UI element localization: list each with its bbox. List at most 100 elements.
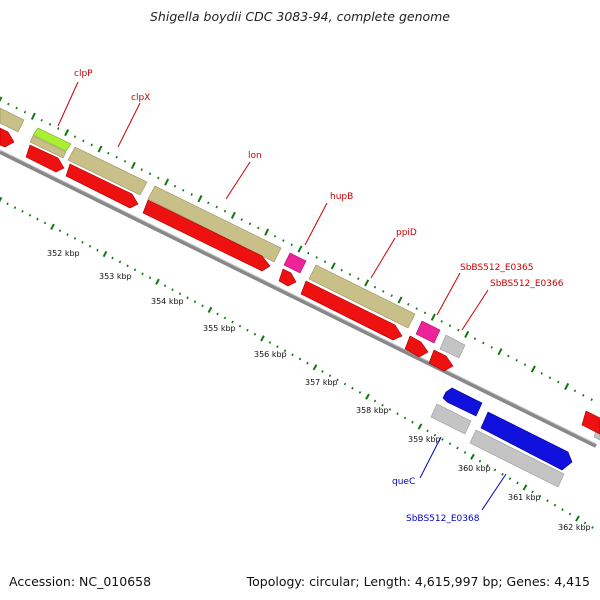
gene-feature[interactable] <box>469 429 565 488</box>
gene-label-hupB[interactable]: hupB <box>330 192 353 202</box>
minor-tick <box>96 248 99 252</box>
gene-feature-clpX[interactable] <box>67 146 148 196</box>
scale-label: 358 kbp <box>356 406 389 415</box>
minor-tick <box>441 438 444 441</box>
gene-arrow[interactable] <box>0 127 15 148</box>
gene-feature-e0365[interactable] <box>415 320 441 344</box>
genome-backbone <box>0 150 597 448</box>
major-tick <box>297 245 303 253</box>
gene-arrow[interactable] <box>300 280 403 341</box>
minor-tick <box>426 429 429 433</box>
major-tick <box>364 279 370 287</box>
minor-tick <box>126 264 129 268</box>
gene-feature[interactable] <box>0 107 25 133</box>
major-tick <box>497 348 503 356</box>
major-tick <box>430 313 436 321</box>
gene-feature-lon[interactable] <box>147 185 282 263</box>
gene-label-e0368[interactable]: SbBS512_E0368 <box>406 514 480 524</box>
minor-tick <box>538 494 542 498</box>
minor-tick <box>516 481 519 485</box>
minor-tick <box>411 420 414 424</box>
major-tick <box>164 178 170 186</box>
minor-tick <box>40 118 43 122</box>
minor-tick <box>358 391 362 394</box>
major-tick <box>64 129 70 137</box>
gene-feature-e0366[interactable] <box>439 334 466 359</box>
gene-feature-e0368[interactable] <box>480 411 573 471</box>
gene-feature-ppiD[interactable] <box>308 264 416 329</box>
gene-label-clpP[interactable]: clpP <box>74 69 93 79</box>
major-tick <box>155 278 160 285</box>
minor-tick <box>111 256 114 260</box>
minor-tick <box>171 288 174 292</box>
minor-tick <box>81 241 84 244</box>
scale-label: 352 kbp <box>47 249 80 258</box>
major-tick <box>264 228 270 236</box>
gene-label-e0365[interactable]: SbBS512_E0365 <box>460 263 533 273</box>
minor-tick <box>390 294 393 298</box>
minor-tick <box>107 151 110 155</box>
scale-label: 353 kbp <box>99 272 132 281</box>
genome-summary: Topology: circular; Length: 4,615,997 bp… <box>246 574 590 589</box>
inner-tick-ring <box>0 196 594 529</box>
minor-tick <box>343 382 347 386</box>
gene-arrow[interactable] <box>581 410 600 435</box>
gene-arrow[interactable] <box>65 163 139 209</box>
major-tick <box>417 423 423 430</box>
minor-tick <box>307 251 310 255</box>
gene-feature-hupB[interactable] <box>283 252 307 274</box>
minor-tick <box>28 213 32 217</box>
gene-arrow[interactable] <box>142 199 271 272</box>
minor-tick <box>591 526 594 529</box>
scale-label: 356 kbp <box>254 350 287 359</box>
gene-feature[interactable] <box>29 135 67 159</box>
minor-tick <box>282 239 285 242</box>
minor-tick <box>306 361 309 365</box>
gene-label-ppiD[interactable]: ppiD <box>396 228 417 238</box>
minor-tick <box>148 276 152 280</box>
major-tick <box>130 161 136 170</box>
gene-arrow[interactable] <box>404 335 429 358</box>
minor-tick <box>403 416 407 420</box>
gene-label-queC[interactable]: queC <box>392 477 415 487</box>
gene-arrow[interactable] <box>428 349 454 372</box>
map-title: Shigella boydii CDC 3083-94, complete ge… <box>149 9 451 24</box>
minor-tick <box>323 260 327 264</box>
minor-tick <box>573 389 577 393</box>
minor-tick <box>36 217 39 221</box>
major-tick <box>97 145 103 153</box>
major-tick <box>397 296 403 304</box>
minor-tick <box>557 380 560 384</box>
major-tick <box>575 515 580 522</box>
gene-label-clpX[interactable]: clpX <box>131 93 150 103</box>
minor-tick <box>13 206 17 209</box>
minor-tick <box>373 285 377 289</box>
gene-feature[interactable] <box>430 403 472 435</box>
major-tick <box>0 196 3 203</box>
gene-feature-queC[interactable] <box>442 387 483 417</box>
minor-tick <box>321 370 324 373</box>
gene-label-lon[interactable]: lon <box>248 151 262 161</box>
gene-arrow[interactable] <box>25 144 65 173</box>
minor-tick <box>315 256 318 259</box>
gene-label-e0366[interactable]: SbBS512_E0366 <box>490 279 564 289</box>
minor-tick <box>118 260 122 264</box>
minor-tick <box>407 302 410 306</box>
major-tick <box>564 382 570 391</box>
gene-arrow[interactable] <box>278 268 297 287</box>
major-tick <box>464 330 470 338</box>
minor-tick <box>193 300 197 304</box>
minor-tick <box>373 399 377 403</box>
minor-tick <box>357 277 360 280</box>
minor-tick <box>582 393 585 397</box>
gene-feature-clpP[interactable] <box>32 127 72 152</box>
minor-tick <box>163 284 167 288</box>
minor-tick <box>215 205 218 209</box>
minor-tick <box>141 272 144 276</box>
reverse-strand-features <box>0 127 600 435</box>
minor-tick <box>190 193 193 196</box>
minor-tick <box>328 374 332 377</box>
minor-tick <box>348 273 352 276</box>
minor-tick <box>90 143 93 147</box>
